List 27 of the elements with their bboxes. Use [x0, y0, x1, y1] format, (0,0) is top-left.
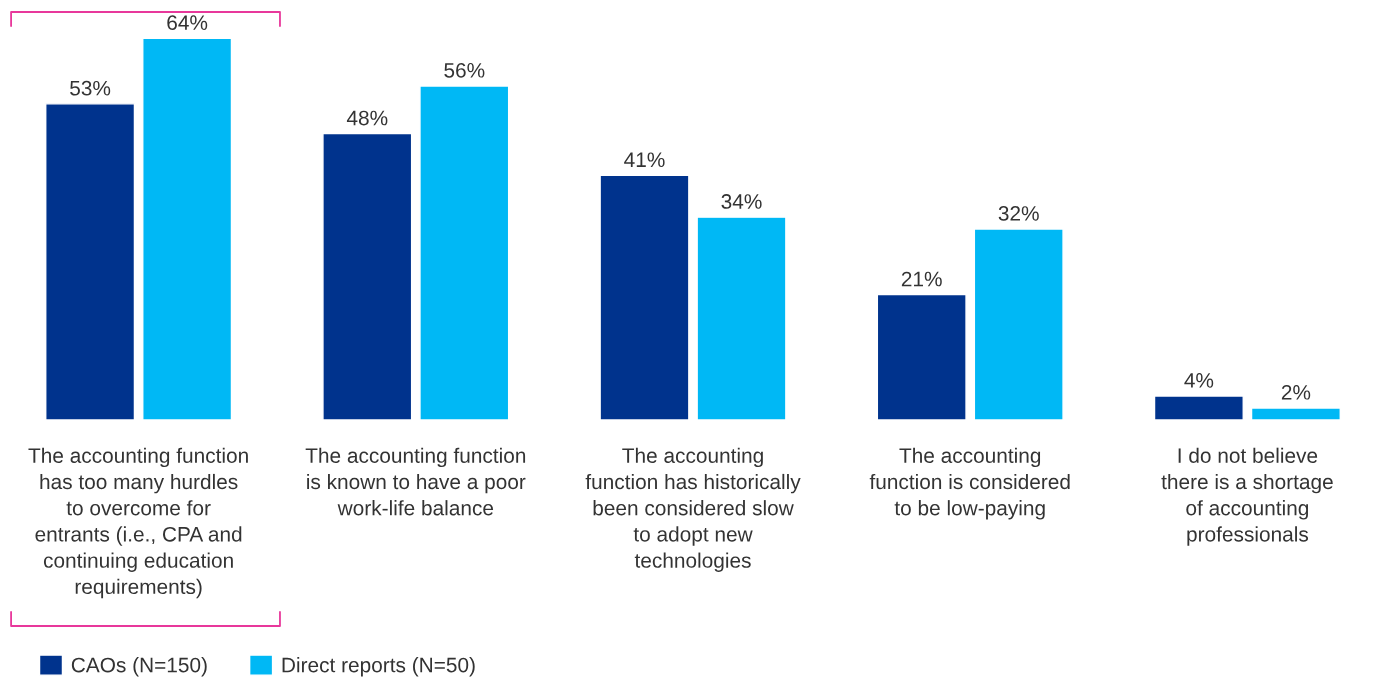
- bar: [1153, 395, 1244, 420]
- legend-label: Direct reports (N=50): [282, 657, 475, 677]
- bar: [973, 228, 1064, 420]
- data-label: 32%: [998, 206, 1039, 221]
- bar: [419, 85, 510, 420]
- data-label: 64%: [167, 15, 208, 30]
- data-label: 48%: [346, 110, 388, 126]
- bar: [599, 174, 690, 420]
- bar: [45, 103, 136, 420]
- x-tick-label: The accounting function has historically been considered slow to adopt new technologies: [585, 447, 801, 572]
- legend-label: CAOs (N=150): [71, 657, 207, 677]
- x-tick-label: The accounting function has too many hurdles to overcome for entrants (i.e., CPA and continuing education requirements): [28, 447, 248, 599]
- bar: [322, 132, 413, 420]
- bar: [696, 216, 787, 420]
- bar: [876, 293, 967, 420]
- x-tick-label: I do not believe there is a shortage of accounting professionals: [1161, 447, 1333, 546]
- data-label: 34%: [721, 194, 762, 209]
- data-label: 21%: [901, 271, 942, 287]
- data-label: 53%: [70, 80, 111, 96]
- data-label: 2%: [1281, 384, 1311, 400]
- x-tick-label: The accounting function is known to have a poor work-life balance: [305, 447, 526, 516]
- data-label: 56%: [444, 62, 485, 78]
- data-label: 4%: [1184, 373, 1214, 388]
- bar: [142, 37, 233, 420]
- data-label: 41%: [624, 152, 665, 168]
- bar: [1250, 407, 1341, 420]
- x-tick-label: The accounting function is considered to be low-paying: [869, 447, 1070, 520]
